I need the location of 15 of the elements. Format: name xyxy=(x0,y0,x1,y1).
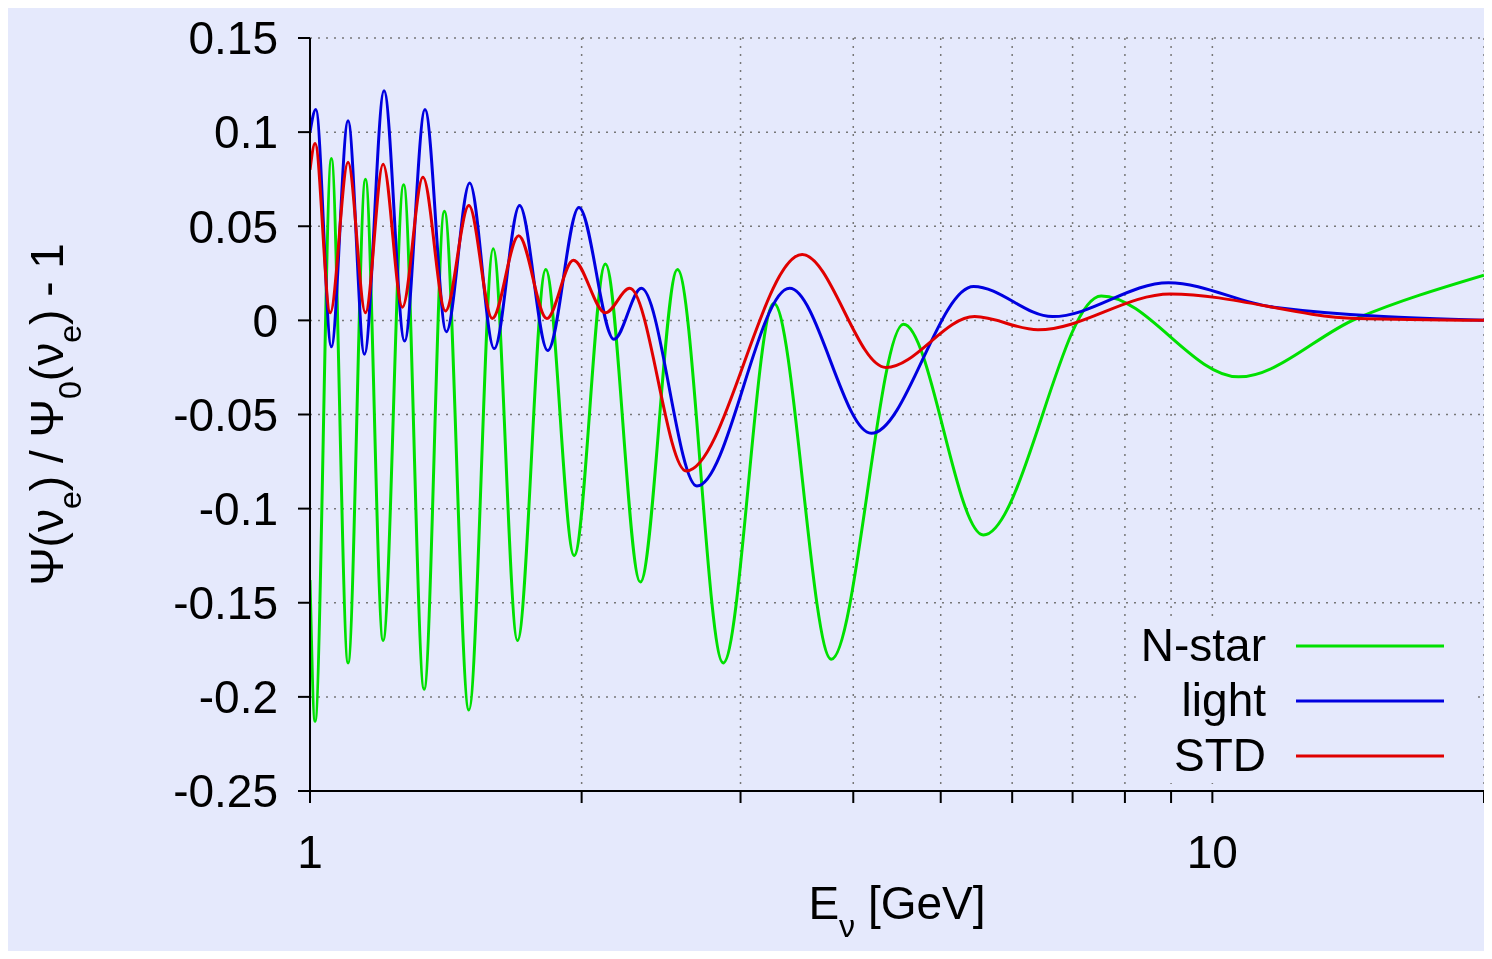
x-axis-title: E$_{ν}$ [GeV] xyxy=(808,877,986,944)
y-tick-label: -0.1 xyxy=(198,482,278,535)
y-tick-label: 0.05 xyxy=(188,200,278,253)
y-tick-label: -0.25 xyxy=(173,765,278,818)
y-tick-label: 0.1 xyxy=(214,106,278,159)
legend-label: STD xyxy=(1174,728,1266,783)
y-tick-label: -0.05 xyxy=(173,388,278,441)
y-tick-label: 0.15 xyxy=(188,12,278,65)
y-tick-label: 0 xyxy=(252,294,278,347)
y-tick-label: -0.15 xyxy=(173,577,278,630)
y-tick-label: -0.2 xyxy=(198,671,278,724)
x-tick-label: 1 xyxy=(297,825,323,878)
legend-label: N-star xyxy=(1140,618,1266,673)
legend-label: light xyxy=(1181,673,1266,728)
x-tick-label: 10 xyxy=(1186,825,1238,878)
